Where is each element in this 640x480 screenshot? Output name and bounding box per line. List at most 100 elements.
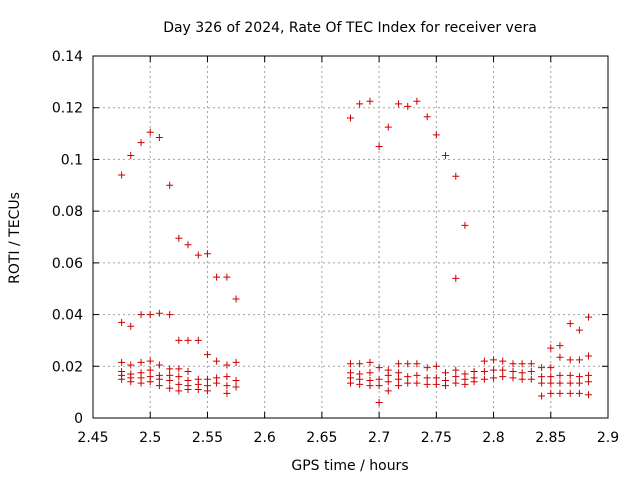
y-tick-label: 0.1 xyxy=(61,152,83,168)
data-point xyxy=(366,358,374,366)
data-point xyxy=(432,362,440,370)
data-point xyxy=(184,241,192,249)
data-point xyxy=(194,336,202,344)
data-point xyxy=(518,360,526,368)
data-point xyxy=(137,311,145,319)
data-point xyxy=(166,311,174,319)
data-point xyxy=(441,152,449,160)
y-axis-label: ROTI / TECUs xyxy=(7,192,23,284)
data-point xyxy=(155,309,163,317)
data-point xyxy=(452,366,460,374)
data-point xyxy=(441,382,449,390)
x-axis-label: GPS time / hours xyxy=(291,458,408,474)
data-point xyxy=(585,371,593,379)
data-point xyxy=(223,373,231,381)
data-point xyxy=(566,379,574,387)
data-point xyxy=(575,389,583,397)
data-point xyxy=(384,371,392,379)
data-point xyxy=(527,375,535,383)
x-tick-label: 2.85 xyxy=(535,430,566,446)
data-point xyxy=(575,379,583,387)
data-point xyxy=(470,378,478,386)
data-point xyxy=(384,378,392,386)
data-point xyxy=(347,360,354,368)
data-point xyxy=(118,375,126,383)
data-point xyxy=(347,379,354,387)
data-point xyxy=(223,273,231,281)
data-point xyxy=(184,336,192,344)
y-tick-label: 0.14 xyxy=(52,49,83,65)
data-point xyxy=(452,274,460,282)
data-point xyxy=(480,375,488,383)
y-tick-label: 0.02 xyxy=(52,359,83,375)
data-point xyxy=(175,387,183,395)
data-point xyxy=(166,384,174,392)
x-tick-label: 2.5 xyxy=(139,430,161,446)
data-point xyxy=(461,380,469,388)
data-point xyxy=(547,379,555,387)
x-tick-label: 2.7 xyxy=(368,430,390,446)
data-point xyxy=(490,356,498,364)
data-point xyxy=(585,313,593,321)
data-point xyxy=(441,369,449,377)
data-point xyxy=(413,371,421,379)
data-point xyxy=(566,389,574,397)
data-point xyxy=(404,379,412,387)
data-point xyxy=(127,152,135,160)
data-point xyxy=(384,387,392,395)
x-tick-label: 2.9 xyxy=(597,430,619,446)
data-point xyxy=(556,389,564,397)
data-point xyxy=(375,382,383,390)
data-point xyxy=(509,367,517,375)
data-point xyxy=(575,326,583,334)
data-point xyxy=(175,380,183,388)
data-point xyxy=(395,100,403,108)
data-point xyxy=(155,133,163,141)
data-point xyxy=(155,375,163,383)
x-tick-label: 2.8 xyxy=(482,430,504,446)
data-point xyxy=(232,377,240,385)
plot-frame xyxy=(92,55,609,419)
data-point xyxy=(499,357,507,365)
x-tick-label: 2.45 xyxy=(77,430,108,446)
data-point xyxy=(518,375,526,383)
data-point xyxy=(395,369,403,377)
data-point xyxy=(194,386,202,394)
data-point xyxy=(175,373,183,381)
data-point xyxy=(538,373,546,381)
data-point xyxy=(146,378,154,386)
data-point xyxy=(375,143,383,150)
data-point xyxy=(423,380,431,388)
data-point xyxy=(146,311,154,319)
data-point xyxy=(366,382,374,390)
data-point xyxy=(356,100,364,108)
data-point xyxy=(223,389,231,397)
data-point xyxy=(556,342,564,350)
data-point xyxy=(146,128,154,136)
data-point xyxy=(366,369,374,377)
data-point xyxy=(518,369,526,377)
data-point xyxy=(585,352,593,360)
data-point xyxy=(184,367,192,375)
data-point xyxy=(137,379,145,387)
data-point xyxy=(203,250,211,258)
data-point xyxy=(547,344,555,352)
data-point xyxy=(395,382,403,390)
data-point xyxy=(384,123,392,131)
data-point xyxy=(232,295,240,303)
data-point xyxy=(566,320,574,328)
data-point xyxy=(452,172,460,180)
data-point xyxy=(585,391,593,399)
x-tick-label: 2.75 xyxy=(421,430,452,446)
data-point xyxy=(203,375,211,383)
data-point xyxy=(175,336,183,344)
data-point xyxy=(527,360,535,368)
data-point xyxy=(194,251,202,259)
data-point xyxy=(499,373,507,381)
data-point xyxy=(223,382,231,390)
data-point xyxy=(118,358,126,366)
data-point xyxy=(375,398,383,406)
data-point xyxy=(166,365,174,373)
data-point xyxy=(356,360,364,368)
data-point xyxy=(490,366,498,374)
